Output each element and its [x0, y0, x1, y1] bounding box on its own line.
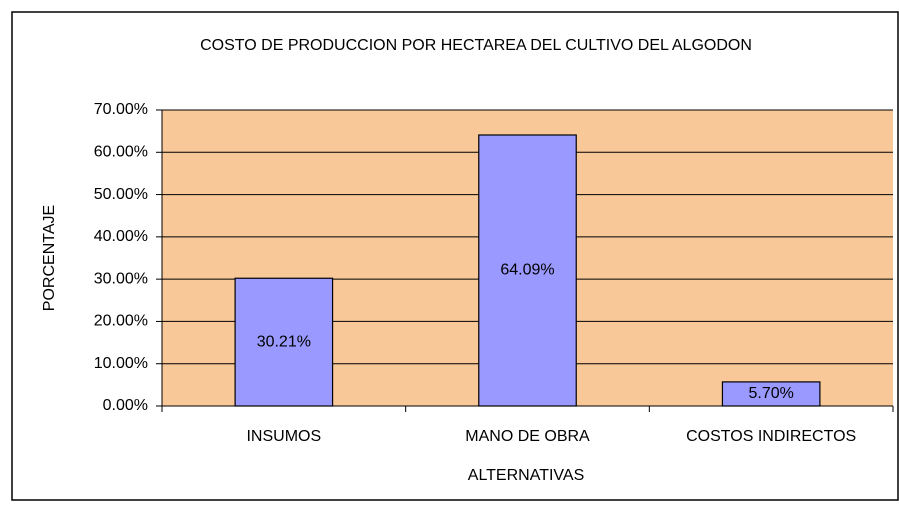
y-axis-label: PORCENTAJE [41, 205, 58, 311]
bar [234, 277, 334, 407]
y-tick-label: 30.00% [94, 270, 148, 287]
x-tick-label: MANO DE OBRA [465, 428, 590, 445]
bar [721, 381, 821, 407]
x-tick-label: COSTOS INDIRECTOS [686, 428, 856, 445]
y-tick-label: 70.00% [94, 101, 148, 118]
y-tick-label: 20.00% [94, 313, 148, 330]
y-tick-label: 10.00% [94, 355, 148, 372]
x-tick-label: INSUMOS [246, 428, 321, 445]
x-axis-label: ALTERNATIVAS [468, 467, 584, 484]
y-tick-label: 40.00% [94, 228, 148, 245]
value-label: 64.09% [500, 262, 554, 279]
y-tick-label: 50.00% [94, 186, 148, 203]
y-tick-label: 60.00% [94, 144, 148, 161]
bar [478, 134, 577, 407]
chart-title: COSTO DE PRODUCCION POR HECTAREA DEL CUL… [200, 37, 752, 54]
y-tick-label: 0.00% [103, 397, 148, 414]
value-label: 5.70% [748, 385, 793, 402]
value-label: 30.21% [257, 333, 311, 350]
